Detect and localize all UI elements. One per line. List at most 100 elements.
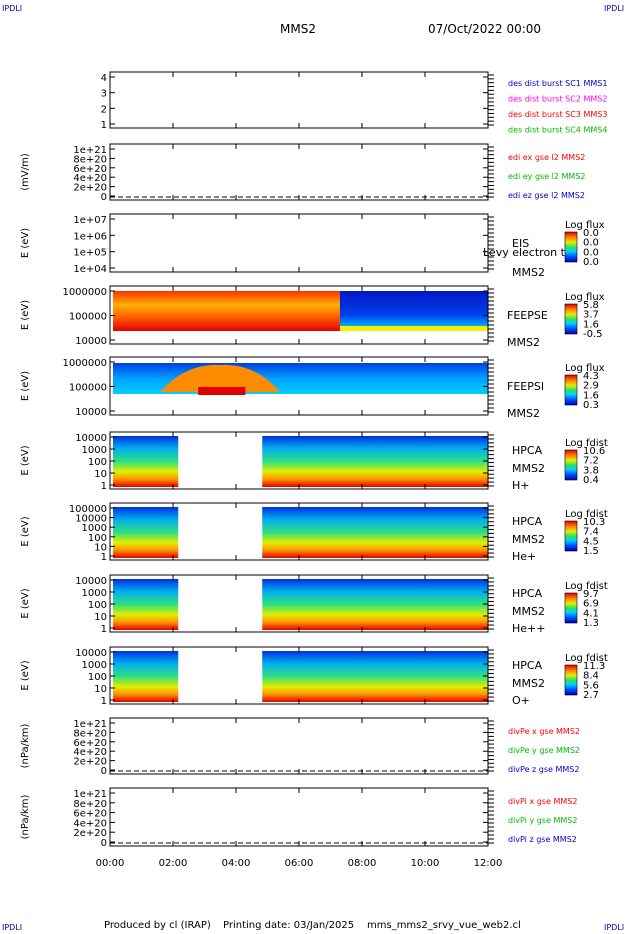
- hpca_h-colorbar: [564, 449, 578, 481]
- divpi-frame: [109, 787, 489, 847]
- panel-spacecraft: 4 3 2 1 des dist burst SC1 MMS1 des dist burs…: [101, 71, 607, 135]
- spacecraft-frame: [109, 71, 489, 129]
- edi-legend-entry: edi ex gse l2 MMS2: [508, 153, 585, 162]
- divpe-y-tick-label: 8e+20: [73, 728, 107, 739]
- eis-colorbar-tick: 0.0: [583, 247, 599, 258]
- eis-instrument-label: EIS: [512, 237, 529, 250]
- divpi-y-tick-label: 0: [101, 838, 107, 849]
- feepsi-colorbar-title: Log flux: [565, 363, 605, 374]
- eis-overlay-text: Levy electron to: [483, 246, 572, 259]
- hpca_he-y-tick-label: 1000: [82, 523, 107, 534]
- eis-y-tick-label: 1e+06: [73, 231, 107, 242]
- divpe-y-tick-label: 2e+20: [73, 757, 107, 768]
- hpca_hepp-colorbar-title: Log fdist: [565, 581, 608, 592]
- feepse-low-flux-region: [339, 291, 488, 331]
- divpe-legend-entry: divPe x gse MMS2: [508, 727, 580, 736]
- edi-y-tick-label: 6e+20: [73, 164, 107, 175]
- hpca_hepp-y-tick-label: 1000: [82, 588, 107, 599]
- hpca_o-colorbar-tick: 8.4: [583, 671, 599, 682]
- hpca_h-instrument-label: MMS2: [512, 462, 545, 475]
- hpca_h-instrument-label: H+: [512, 479, 530, 492]
- feepse-y-tick-label: 10000: [75, 336, 107, 347]
- hpca_he-instrument-label: He+: [512, 550, 536, 563]
- divpe-legend-entry: divPe y gse MMS2: [508, 746, 580, 755]
- hpca_he-instrument-label: HPCA: [512, 515, 543, 528]
- corner-label-tl: IPDLI: [2, 4, 23, 13]
- panel-eis: 1e+07 1e+06 1e+05 1e+04 E (eV) EIS MMS2 Levy el…: [20, 213, 605, 279]
- hpca_he-colorbar-tick: 1.5: [583, 546, 599, 557]
- feepsi-enhanced-flux: [160, 364, 281, 392]
- hpca_o-instrument-label: MMS2: [512, 677, 545, 690]
- spacecraft-legend-entry: des dist burst SC1 MMS1: [508, 79, 607, 88]
- feepse-low-energy-band: [339, 326, 488, 331]
- divpe-frame: [109, 717, 489, 775]
- hpca_o-spectrogram-right: [262, 651, 488, 702]
- feepse-colorbar-tick: 1.6: [583, 319, 599, 330]
- edi-y-axis-label: (mV/m): [20, 153, 31, 191]
- spacecraft-y-tick-label: 2: [101, 104, 107, 115]
- corner-label-br: IPDLI: [604, 923, 625, 932]
- divpi-legend-entry: divPi y gse MMS2: [508, 816, 577, 825]
- feepse-y-axis-label: E (eV): [20, 300, 31, 330]
- hpca_hepp-instrument-label: He++: [512, 622, 545, 635]
- feepsi-instrument-label: FEEPSI: [507, 380, 544, 393]
- hpca_he-colorbar-tick: 4.5: [583, 536, 599, 547]
- hpca_he-colorbar-title: Log fdist: [565, 509, 608, 520]
- hpca_hepp-colorbar-tick: 1.3: [583, 618, 599, 629]
- hpca_hepp-spectrogram-left: [113, 579, 179, 630]
- hpca_hepp-y-tick-label: 10000: [75, 576, 107, 587]
- spacecraft-y-tick-label: 3: [101, 89, 107, 100]
- page-title-datetime: 07/Oct/2022 00:00: [428, 22, 542, 36]
- divpi-legend-entry: divPi z gse MMS2: [508, 835, 577, 844]
- eis-colorbar-title: Log flux: [565, 220, 605, 231]
- edi-y-tick-label: 2e+20: [73, 183, 107, 194]
- hpca_he-y-tick-label: 1: [101, 552, 107, 563]
- hpca_h-spectrogram-left: [113, 436, 179, 487]
- divpi-legend-entry: divPi x gse MMS2: [508, 797, 577, 806]
- edi-frame: [109, 143, 489, 201]
- hpca_h-y-tick-label: 10: [94, 469, 107, 480]
- x-tick-label: 08:00: [348, 858, 377, 869]
- corner-label-tr: IPDLI: [604, 4, 625, 13]
- hpca_hepp-instrument-label: HPCA: [512, 587, 543, 600]
- hpca_o-y-axis-label: E (eV): [20, 660, 31, 690]
- feepsi-colorbar-tick: 1.6: [583, 390, 599, 401]
- feepsi-instrument-label: MMS2: [507, 407, 540, 420]
- feepse-colorbar-tick: 5.8: [583, 300, 599, 311]
- x-tick-label: 10:00: [411, 858, 440, 869]
- hpca_h-y-axis-label: E (eV): [20, 445, 31, 475]
- hpca_o-y-tick-label: 100: [88, 672, 107, 683]
- eis-y-tick-label: 1e+07: [73, 215, 107, 226]
- hpca_o-y-tick-label: 10: [94, 684, 107, 695]
- footer-printing-date: Printing date: 03/Jan/2025: [223, 920, 355, 931]
- hpca_o-colorbar-tick: 11.3: [583, 661, 605, 672]
- panel-feepse: 1000000 100000 10000 E (eV) FEEPSE MMS2 Log fl…: [20, 285, 605, 349]
- x-tick-label: 12:00: [474, 858, 503, 869]
- hpca_h-instrument-label: HPCA: [512, 444, 543, 457]
- hpca_o-y-tick-label: 1: [101, 696, 107, 707]
- eis-y-tick-label: 1e+04: [73, 264, 107, 275]
- hpca_h-y-tick-label: 10000: [75, 433, 107, 444]
- hpca_h-y-tick-label: 1000: [82, 445, 107, 456]
- divpe-y-tick-label: 6e+20: [73, 738, 107, 749]
- footer-filename: mms_mms2_srvy_vue_web2.cl: [367, 920, 521, 931]
- eis-frame: [109, 213, 489, 273]
- divpe-y-tick-label: 0: [101, 766, 107, 777]
- x-tick-label: 06:00: [285, 858, 314, 869]
- edi-legend-entry: edi ez gse l2 MMS2: [508, 191, 585, 200]
- x-tick-label: 02:00: [159, 858, 188, 869]
- spacecraft-legend-entry: des dist burst SC2 MMS2: [508, 95, 607, 104]
- hpca_hepp-y-axis-label: E (eV): [20, 588, 31, 618]
- hpca_hepp-colorbar-tick: 4.1: [583, 608, 599, 619]
- spacecraft-legend-entry: des dist burst SC3 MMS3: [508, 110, 607, 119]
- hpca_o-instrument-label: HPCA: [512, 659, 543, 672]
- hpca_o-colorbar-tick: 5.6: [583, 680, 599, 691]
- spacecraft-y-tick-label: 4: [101, 73, 107, 84]
- feepsi-y-tick-label: 1000000: [62, 358, 107, 369]
- feepse-instrument-label: FEEPSE: [507, 309, 548, 322]
